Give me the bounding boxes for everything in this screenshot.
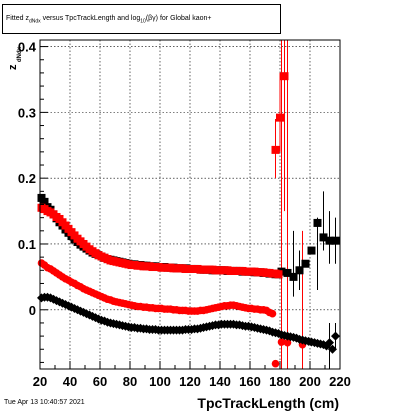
data-markers [37,72,340,368]
square-marker [283,268,292,277]
circle-marker [277,338,286,346]
circle-marker [283,338,292,347]
title-text-mid: versus TpcTrackLength and log [40,15,141,22]
y-axis-label: z dNdx [7,46,23,70]
square-marker [295,266,304,275]
diamond-marker [331,331,340,341]
error-bars [275,40,336,369]
grid-lines [39,40,341,369]
x-tick-label: 80 [123,374,137,389]
x-tick-label: 160 [239,374,261,389]
square-marker [280,72,289,81]
x-tick-label: 40 [63,374,77,389]
y-axis-label-sub: dNdx [17,46,23,62]
footer-date: Tue Apr 13 10:40:57 2021 [4,399,85,406]
chart-title: Fitted zdNdx versus TpcTrackLength and l… [2,4,281,34]
square-marker [271,145,280,154]
square-marker [313,218,322,227]
x-tick-label: 220 [329,374,351,389]
title-text-post: (βγ) for Global kaon+ [145,15,212,22]
x-tick-label: 20 [33,374,47,389]
x-tick-label: 120 [179,374,201,389]
square-marker [307,246,316,255]
x-tick-label: 200 [299,374,321,389]
y-tick-label: 0.2 [18,171,36,186]
circle-marker [268,309,277,318]
y-tick-label: 0.4 [18,40,37,55]
x-tick-label: 180 [269,374,291,389]
title-subscript-dndx: dNdx [28,18,41,25]
diamond-marker [328,344,337,354]
y-tick-label: 0.3 [18,105,36,120]
square-marker [325,236,334,245]
square-marker [319,233,328,242]
x-tick-label: 100 [149,374,171,389]
title-text: Fitted z [6,15,29,22]
title-subscript-10: 10 [140,18,146,25]
square-marker [274,270,283,279]
square-marker [276,113,284,122]
circle-marker [271,359,280,368]
y-tick-label: 0 [29,303,36,318]
y-axis-label-main: z [7,64,19,70]
x-tick-label: 60 [93,374,107,389]
y-tick-label: 0.1 [18,237,36,252]
axis-ticks [39,46,341,369]
x-axis-label: TpcTrackLength (cm) [197,395,339,411]
square-marker [331,236,340,245]
x-tick-label: 140 [209,374,231,389]
diamond-marker [325,338,334,348]
square-marker [289,272,298,281]
square-marker [40,197,49,206]
square-marker [301,259,310,268]
tick-labels: 20 40 60 80 100 120 140 160 180 200 220 0 0.1 0.2 0.3 0… [18,40,351,389]
